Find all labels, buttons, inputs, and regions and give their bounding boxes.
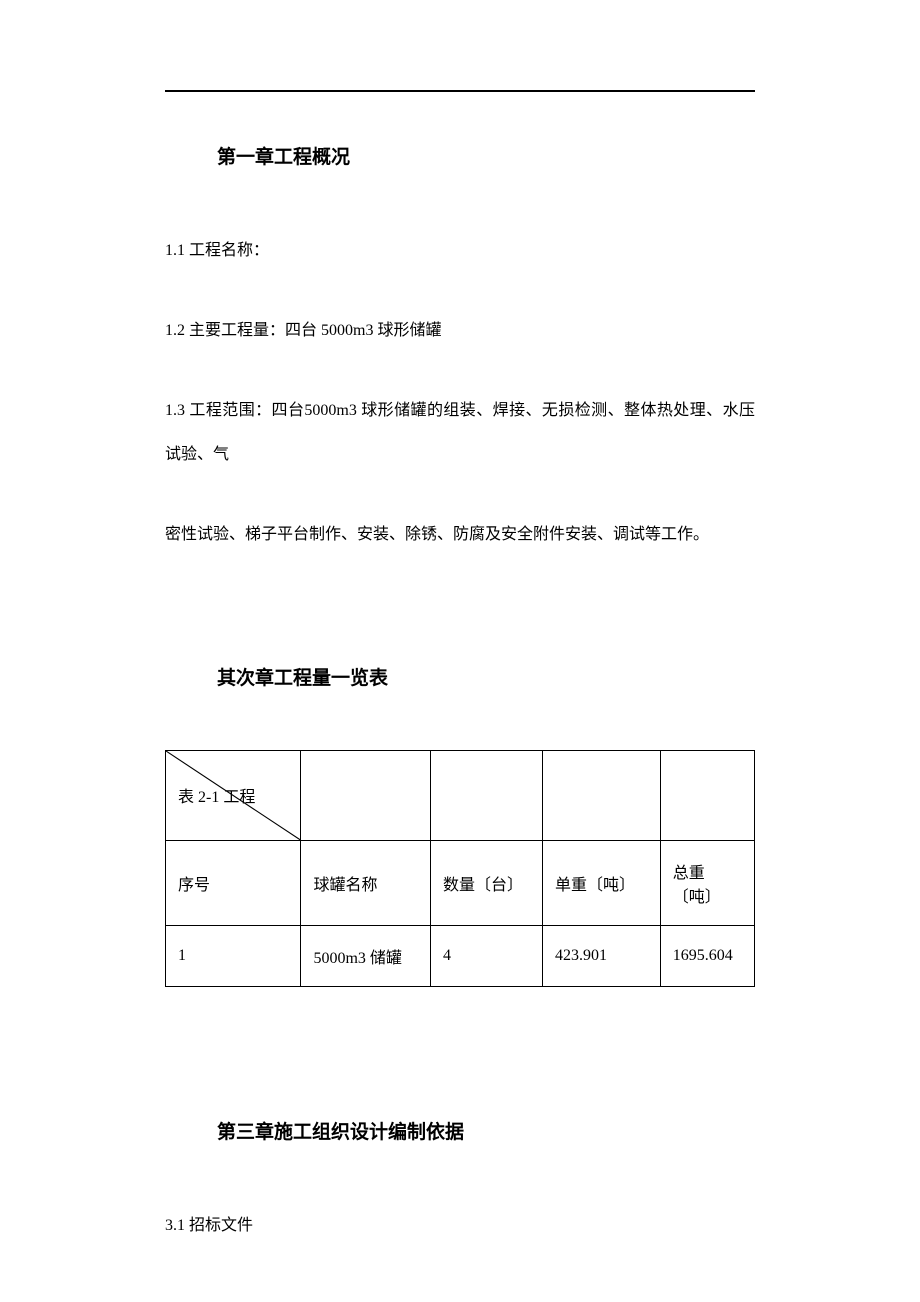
paragraph-1-3-continued: 密性试验、梯子平台制作、安装、除锈、防腐及安全附件安装、调试等工作。 [165, 513, 755, 558]
table-cell: 1 [166, 925, 301, 986]
table-2-1: 表 2-1 工程 序号 球罐名称 数量〔台〕 单重〔吨〕 总重〔吨〕 1 500… [165, 750, 755, 987]
table-header-cell: 序号 [166, 840, 301, 925]
table-header-cell: 球罐名称 [301, 840, 431, 925]
table-row: 1 5000m3 储罐 4 423.901 1695.604 [166, 925, 755, 986]
table-cell [542, 750, 660, 840]
table-diagonal-label: 表 2-1 工程 [178, 783, 255, 807]
table-header-cell: 数量〔台〕 [431, 840, 543, 925]
table-cell: 4 [431, 925, 543, 986]
table-cell [431, 750, 543, 840]
table-cell: 1695.604 [660, 925, 754, 986]
table-2-1-wrapper: 表 2-1 工程 序号 球罐名称 数量〔台〕 单重〔吨〕 总重〔吨〕 1 500… [165, 750, 755, 987]
paragraph-1-2: 1.2 主要工程量：四台 5000m3 球形储罐 [165, 309, 755, 354]
table-cell: 423.901 [542, 925, 660, 986]
table-header-cell: 总重〔吨〕 [660, 840, 754, 925]
chapter-2-title: 其次章工程量一览表 [217, 663, 755, 690]
table-cell [301, 750, 431, 840]
chapter-3-title: 第三章施工组织设计编制依据 [217, 1117, 755, 1144]
header-line [165, 90, 755, 92]
table-cell [660, 750, 754, 840]
paragraph-1-3: 1.3 工程范围：四台5000m3 球形储罐的组装、焊接、无损检测、整体热处理、… [165, 389, 755, 479]
table-cell: 5000m3 储罐 [301, 925, 431, 986]
table-row: 表 2-1 工程 [166, 750, 755, 840]
paragraph-1-1: 1.1 工程名称： [165, 229, 755, 274]
table-row: 序号 球罐名称 数量〔台〕 单重〔吨〕 总重〔吨〕 [166, 840, 755, 925]
table-diagonal-cell: 表 2-1 工程 [166, 750, 301, 840]
chapter-1-title: 第一章工程概况 [217, 142, 755, 169]
paragraph-3-1: 3.1 招标文件 [165, 1204, 755, 1249]
table-header-cell: 单重〔吨〕 [542, 840, 660, 925]
